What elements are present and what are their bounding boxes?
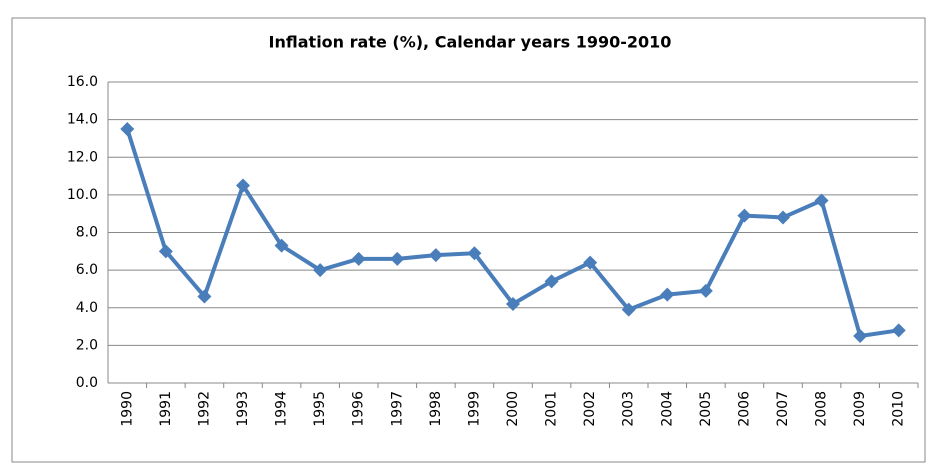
x-tick-label: 2008 — [814, 391, 830, 427]
data-marker — [776, 210, 790, 225]
x-tick-label: 1994 — [274, 391, 290, 427]
data-marker — [467, 246, 482, 261]
data-marker — [621, 302, 636, 317]
x-tick-label: 2004 — [659, 391, 675, 427]
data-marker — [853, 328, 868, 343]
x-tick-label: 1991 — [158, 391, 174, 427]
y-tick-label: 10.0 — [67, 187, 98, 203]
data-marker — [236, 178, 250, 193]
data-marker — [544, 274, 559, 289]
data-marker — [197, 289, 212, 304]
data-marker — [814, 193, 829, 208]
data-marker — [698, 283, 713, 298]
x-tick-label: 2003 — [621, 391, 637, 427]
data-marker — [737, 208, 752, 223]
x-tick-label: 1992 — [196, 391, 212, 427]
data-marker — [390, 251, 405, 266]
x-tick-label: 1997 — [389, 391, 405, 427]
y-tick-label: 2.0 — [76, 337, 98, 353]
x-tick-label: 2001 — [544, 391, 560, 427]
y-tick-label: 14.0 — [67, 112, 98, 128]
data-marker — [660, 287, 675, 302]
data-marker — [158, 244, 173, 259]
x-tick-label: 1996 — [351, 391, 367, 427]
x-tick-label: 2010 — [891, 391, 907, 427]
x-tick-label: 2002 — [582, 391, 598, 427]
x-tick-label: 2006 — [736, 391, 752, 427]
y-tick-label: 4.0 — [76, 300, 98, 316]
x-tick-label: 1998 — [428, 391, 444, 427]
x-tick-label: 2005 — [698, 391, 714, 427]
y-tick-label: 6.0 — [76, 262, 98, 278]
data-marker — [583, 255, 598, 270]
data-marker — [313, 263, 328, 278]
x-tick-label: 2000 — [505, 391, 521, 427]
data-marker — [891, 323, 906, 338]
y-tick-label: 8.0 — [76, 225, 98, 241]
y-tick-label: 12.0 — [67, 149, 98, 165]
y-tick-label: 16.0 — [67, 74, 98, 90]
x-tick-label: 1995 — [312, 391, 328, 427]
chart-title: Inflation rate (%), Calendar years 1990-… — [269, 33, 672, 52]
x-tick-label: 1993 — [235, 391, 251, 427]
x-tick-label: 1990 — [119, 391, 135, 427]
x-tick-label: 2009 — [852, 391, 868, 427]
x-tick-label: 1999 — [466, 391, 482, 427]
data-marker — [351, 251, 366, 266]
data-marker — [274, 238, 289, 253]
data-marker — [428, 248, 443, 263]
data-marker — [120, 122, 135, 137]
x-tick-label: 2007 — [775, 391, 791, 427]
data-marker — [506, 296, 520, 311]
y-tick-label: 0.0 — [76, 375, 98, 391]
